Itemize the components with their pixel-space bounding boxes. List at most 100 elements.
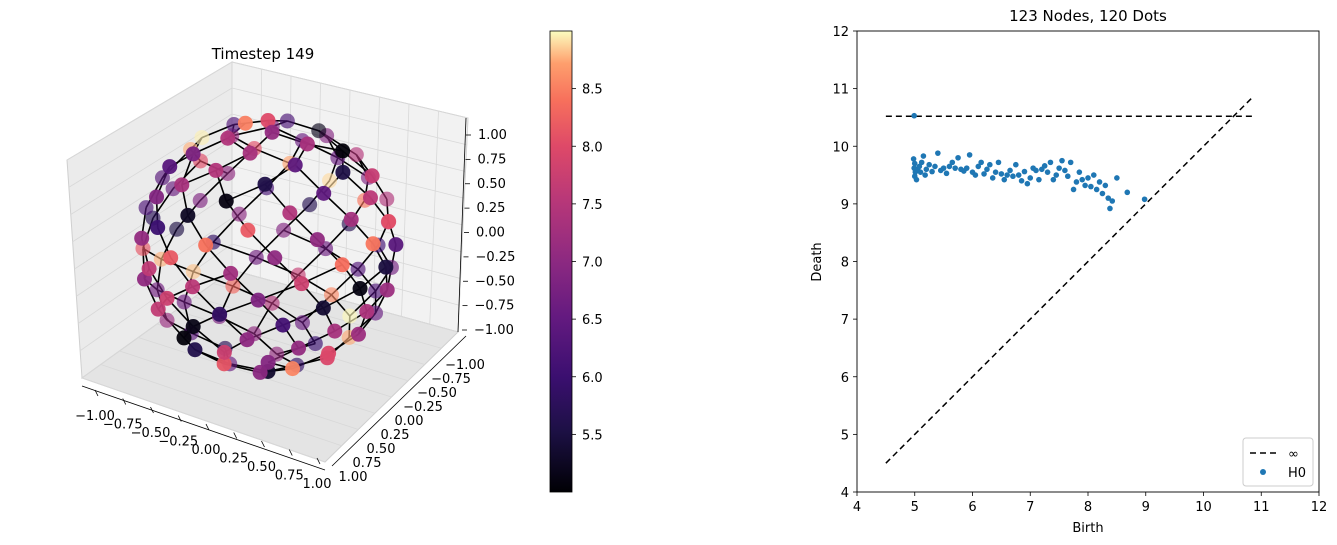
graph-node [212, 306, 228, 322]
h0-point [1050, 176, 1057, 183]
y-tick-label: 0.75 [353, 456, 382, 471]
grid-line [429, 110, 439, 325]
graph-node [242, 145, 258, 161]
y-tick-label: 12 [832, 25, 849, 40]
y-tick-label: 11 [832, 83, 849, 98]
graph-node [150, 220, 166, 236]
graph-node [159, 290, 175, 306]
graph-node [260, 354, 276, 370]
graph-node [381, 214, 397, 230]
x-tick-mark [122, 398, 127, 405]
h0-point [1079, 176, 1086, 183]
graph-node [350, 326, 366, 342]
x-tick-label: 9 [1142, 500, 1150, 515]
x-tick-label: 4 [853, 500, 861, 515]
h0-point [926, 161, 932, 168]
graph-node [220, 130, 236, 146]
h0-point [1088, 183, 1094, 190]
graph-node [185, 146, 201, 162]
graph-node [264, 295, 280, 311]
h0-point [929, 168, 935, 175]
graph-node [163, 250, 179, 266]
graph-node [226, 117, 242, 133]
z-tick-label: −0.50 [475, 274, 515, 289]
graph-node [379, 191, 395, 207]
h0-point [1062, 167, 1068, 174]
graph-node [176, 294, 192, 310]
graph-node [315, 300, 331, 316]
colorbar-tick-label: 6.0 [582, 371, 603, 386]
graph-node [364, 168, 380, 184]
colorbar-tick-label: 5.5 [582, 428, 603, 443]
colorbar-gradient [549, 30, 573, 493]
graph-node [240, 222, 256, 238]
graph-node [239, 332, 255, 348]
graph-node [379, 282, 395, 298]
graph-node [194, 130, 210, 146]
graph-node [294, 276, 310, 292]
graph-edge [212, 241, 257, 259]
graph-node [264, 124, 280, 140]
h0-point [943, 170, 950, 177]
z-axis-line [457, 117, 467, 333]
h0-point [1021, 168, 1028, 175]
h0-point [1001, 176, 1008, 183]
graph-node [176, 330, 192, 346]
graph-node [302, 197, 318, 213]
x-tick-label: 7 [1026, 500, 1034, 515]
y-tick-label: 7 [841, 313, 849, 328]
graph-node [307, 336, 323, 352]
x-tick-mark [261, 440, 265, 448]
graph-node [282, 205, 298, 221]
x-tick-label: −0.25 [158, 435, 198, 450]
graph-node [327, 323, 343, 339]
x-tick-label: 0.50 [247, 460, 276, 475]
graph-node [311, 123, 327, 139]
graph-node [141, 261, 157, 277]
h0-point [963, 165, 970, 171]
graph-node [368, 283, 384, 299]
graph-node [220, 165, 236, 181]
graph-node [198, 237, 214, 253]
h0-point [966, 152, 973, 158]
h0-point [1027, 175, 1034, 181]
h0-point [917, 169, 924, 175]
legend-h0-swatch [1260, 469, 1266, 475]
graph-node [350, 261, 366, 277]
scatter3d-title: Timestep 149 [211, 45, 315, 63]
graph-node [291, 340, 307, 356]
x-tick-label: 6 [968, 500, 976, 515]
graph-node [149, 189, 165, 205]
graph-node [294, 315, 310, 331]
y-tick-label: −0.25 [403, 400, 443, 415]
z-ticks-3d: −1.00 −0.75 −0.50 −0.25 0.00 0.25 0.50 0.75 1.00 [462, 128, 515, 338]
graph-node [231, 206, 247, 222]
x-tick-label: −0.50 [131, 426, 171, 441]
graph-node [342, 308, 358, 324]
y-tick-label: 8 [841, 256, 849, 271]
graph-node [316, 185, 332, 201]
z-tick-label: 0.75 [478, 152, 507, 167]
h0-point [1059, 157, 1065, 164]
x-tick-mark [316, 457, 321, 465]
graph-node [159, 312, 175, 328]
y-axis-label: Death [810, 242, 825, 281]
h0-point [1096, 179, 1103, 185]
h0-point [1056, 165, 1062, 171]
z-tick-label: −0.25 [476, 250, 516, 265]
y-tick-label: 10 [832, 140, 849, 155]
grid-line [79, 243, 233, 352]
graph-node [150, 301, 166, 317]
graph-nodes [134, 113, 404, 380]
graph-node [225, 278, 241, 294]
graph-node [185, 264, 201, 280]
h0-point [1013, 161, 1019, 168]
h0-point [1102, 182, 1109, 189]
graph-node [334, 257, 350, 273]
h0-point [949, 159, 956, 166]
graph-node [185, 319, 201, 335]
y-axis-line [331, 335, 467, 467]
colorbar-tick-label: 8.0 [582, 140, 603, 155]
graph-node [309, 232, 325, 248]
